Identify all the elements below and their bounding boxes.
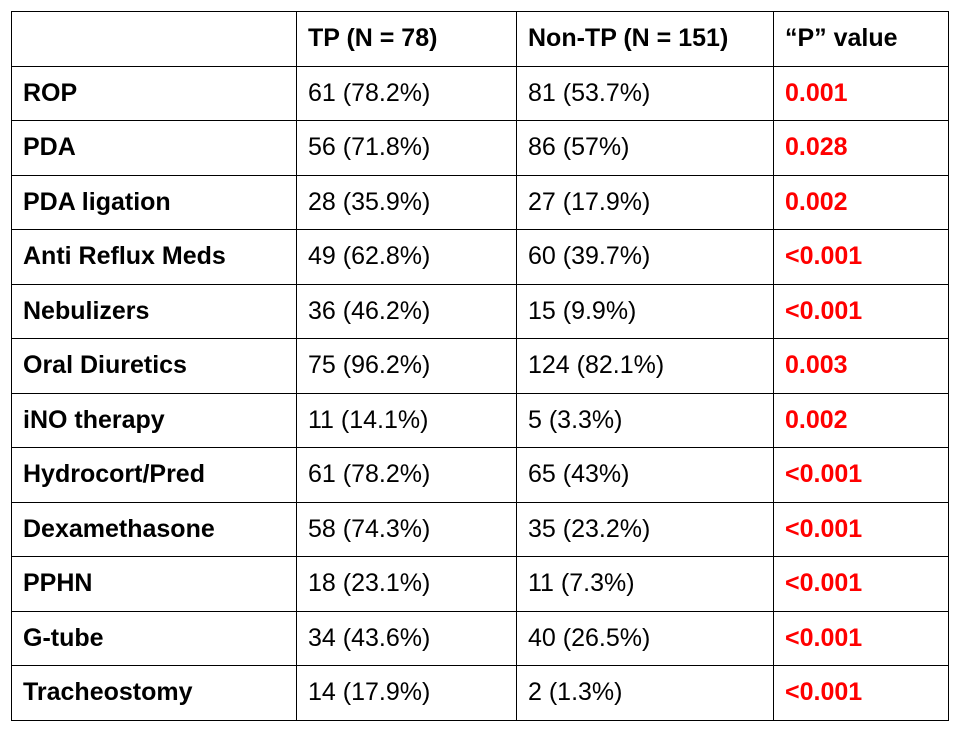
table-header: TP (N = 78) Non-TP (N = 151) “P” value xyxy=(11,11,949,67)
non-tp-value: 11 (7.3%) xyxy=(516,556,774,612)
row-label: ROP xyxy=(11,65,297,121)
p-value: <0.001 xyxy=(773,229,949,285)
tp-value: 34 (43.6%) xyxy=(296,610,517,666)
non-tp-value: 2 (1.3%) xyxy=(516,665,774,721)
table-row: Oral Diuretics 75 (96.2%) 124 (82.1%) 0.003 xyxy=(11,338,949,394)
tp-value: 11 (14.1%) xyxy=(296,392,517,448)
table-row: G-tube 34 (43.6%) 40 (26.5%) <0.001 xyxy=(11,610,949,666)
non-tp-value: 86 (57%) xyxy=(516,120,774,176)
row-label: Nebulizers xyxy=(11,283,297,339)
table-row: PDA ligation 28 (35.9%) 27 (17.9%) 0.002 xyxy=(11,174,949,230)
non-tp-value: 81 (53.7%) xyxy=(516,65,774,121)
tp-value: 58 (74.3%) xyxy=(296,501,517,557)
row-label: Oral Diuretics xyxy=(11,338,297,394)
non-tp-value: 40 (26.5%) xyxy=(516,610,774,666)
row-label: Dexamethasone xyxy=(11,501,297,557)
table-row: Tracheostomy 14 (17.9%) 2 (1.3%) <0.001 xyxy=(11,665,949,721)
p-value: <0.001 xyxy=(773,665,949,721)
header-tp: TP (N = 78) xyxy=(296,11,517,67)
table-row: Nebulizers 36 (46.2%) 15 (9.9%) <0.001 xyxy=(11,283,949,339)
header-empty-cell xyxy=(11,11,297,67)
tp-value: 14 (17.9%) xyxy=(296,665,517,721)
table-row: Dexamethasone 58 (74.3%) 35 (23.2%) <0.001 xyxy=(11,501,949,557)
p-value: <0.001 xyxy=(773,610,949,666)
row-label: Anti Reflux Meds xyxy=(11,229,297,285)
non-tp-value: 15 (9.9%) xyxy=(516,283,774,339)
header-p-value: “P” value xyxy=(773,11,949,67)
header-non-tp: Non-TP (N = 151) xyxy=(516,11,774,67)
row-label: PDA ligation xyxy=(11,174,297,230)
tp-value: 61 (78.2%) xyxy=(296,65,517,121)
tp-value: 61 (78.2%) xyxy=(296,447,517,503)
p-value: 0.002 xyxy=(773,174,949,230)
non-tp-value: 65 (43%) xyxy=(516,447,774,503)
tp-value: 36 (46.2%) xyxy=(296,283,517,339)
tp-value: 49 (62.8%) xyxy=(296,229,517,285)
p-value: 0.003 xyxy=(773,338,949,394)
p-value: 0.002 xyxy=(773,392,949,448)
non-tp-value: 5 (3.3%) xyxy=(516,392,774,448)
non-tp-value: 35 (23.2%) xyxy=(516,501,774,557)
non-tp-value: 27 (17.9%) xyxy=(516,174,774,230)
table-row: Anti Reflux Meds 49 (62.8%) 60 (39.7%) <0.0… xyxy=(11,229,949,285)
non-tp-value: 60 (39.7%) xyxy=(516,229,774,285)
p-value: <0.001 xyxy=(773,556,949,612)
p-value: 0.001 xyxy=(773,65,949,121)
row-label: iNO therapy xyxy=(11,392,297,448)
p-value: <0.001 xyxy=(773,283,949,339)
tp-value: 28 (35.9%) xyxy=(296,174,517,230)
table-body: ROP 61 (78.2%) 81 (53.7%) 0.001 PDA 56 (71.8%… xyxy=(11,65,949,721)
row-label: PPHN xyxy=(11,556,297,612)
table-row: PDA 56 (71.8%) 86 (57%) 0.028 xyxy=(11,120,949,176)
p-value: 0.028 xyxy=(773,120,949,176)
tp-value: 75 (96.2%) xyxy=(296,338,517,394)
non-tp-value: 124 (82.1%) xyxy=(516,338,774,394)
tp-value: 18 (23.1%) xyxy=(296,556,517,612)
table-row: Hydrocort/Pred 61 (78.2%) 65 (43%) <0.001 xyxy=(11,447,949,503)
row-label: PDA xyxy=(11,120,297,176)
p-value: <0.001 xyxy=(773,501,949,557)
tp-value: 56 (71.8%) xyxy=(296,120,517,176)
row-label: Hydrocort/Pred xyxy=(11,447,297,503)
row-label: G-tube xyxy=(11,610,297,666)
table-row: ROP 61 (78.2%) 81 (53.7%) 0.001 xyxy=(11,65,949,121)
table-row: iNO therapy 11 (14.1%) 5 (3.3%) 0.002 xyxy=(11,392,949,448)
header-row: TP (N = 78) Non-TP (N = 151) “P” value xyxy=(11,11,949,67)
row-label: Tracheostomy xyxy=(11,665,297,721)
results-table: TP (N = 78) Non-TP (N = 151) “P” value R… xyxy=(11,11,949,721)
table-row: PPHN 18 (23.1%) 11 (7.3%) <0.001 xyxy=(11,556,949,612)
p-value: <0.001 xyxy=(773,447,949,503)
